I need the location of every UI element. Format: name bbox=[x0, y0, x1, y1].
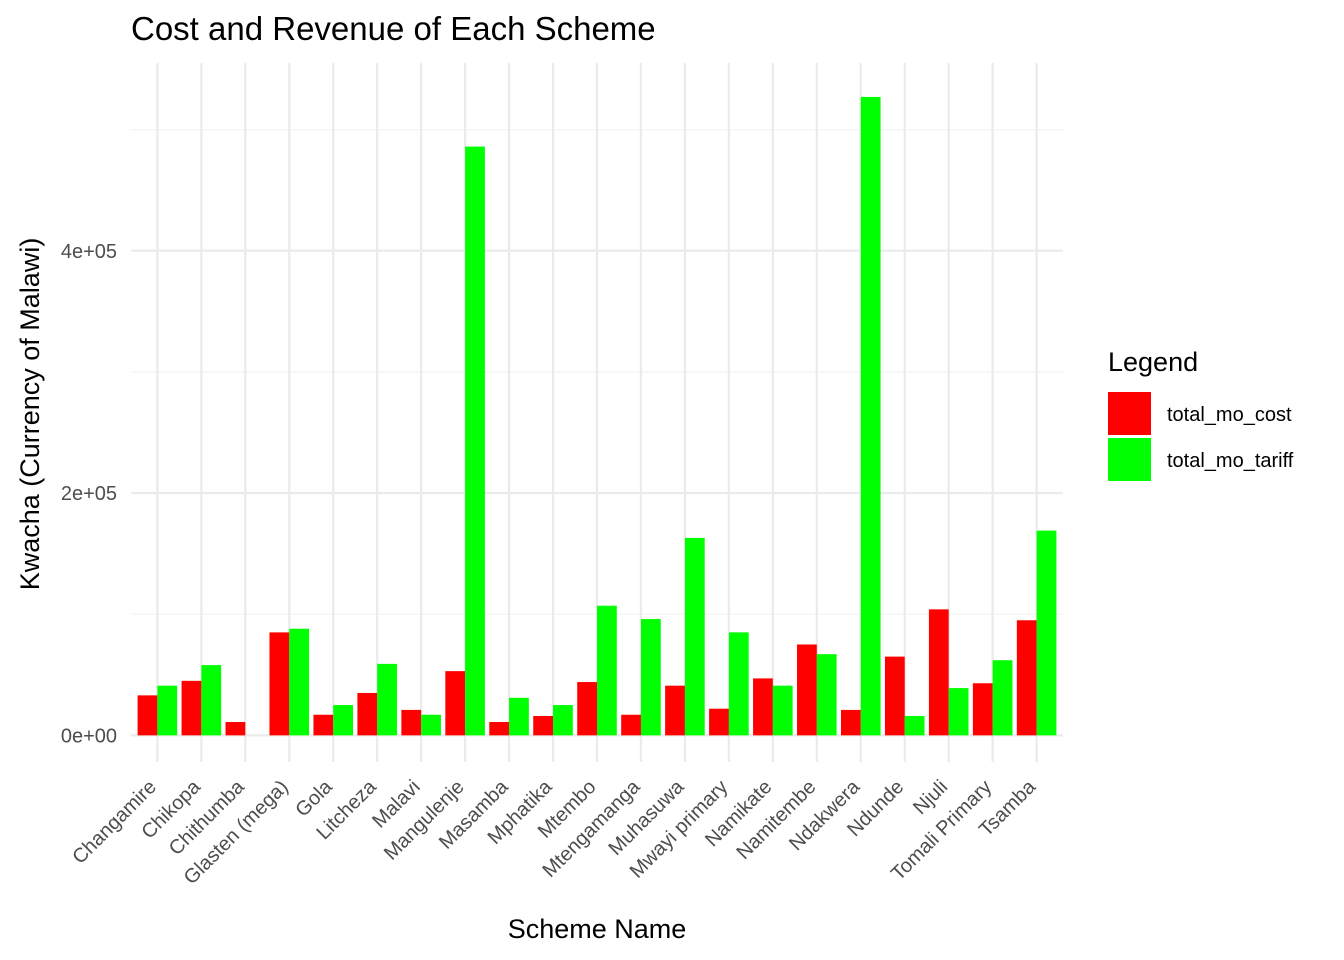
bar-total-mo-cost-muhasuwa bbox=[665, 685, 685, 736]
bar-total-mo-cost-gola bbox=[313, 714, 334, 736]
bar-total-mo-cost-tsamba bbox=[1016, 620, 1037, 736]
bar-total-mo-tariff-tomali-primary bbox=[992, 660, 1013, 736]
y-axis-ticks: 0e+00 2e+05 4e+05 bbox=[61, 241, 117, 748]
bar-total-mo-cost-masamba bbox=[489, 722, 510, 736]
bar-total-mo-cost-litcheza bbox=[357, 692, 378, 736]
bar-total-mo-cost-njuli bbox=[928, 609, 949, 736]
bars bbox=[137, 96, 1057, 736]
bar-total-mo-cost-mwayi-primary bbox=[709, 708, 729, 736]
bar-total-mo-tariff-namikate bbox=[772, 685, 793, 736]
y-tick-label: 4e+05 bbox=[61, 241, 117, 263]
bar-total-mo-cost-chikopa bbox=[181, 680, 202, 736]
bar-total-mo-cost-changamire bbox=[137, 695, 158, 736]
legend-key-total-mo-cost bbox=[1108, 392, 1151, 435]
bar-total-mo-cost-chithumba bbox=[225, 722, 246, 736]
bar-total-mo-tariff-gola bbox=[333, 705, 354, 736]
bar-total-mo-tariff-muhasuwa bbox=[684, 537, 705, 736]
bar-total-mo-tariff-tsamba bbox=[1036, 530, 1057, 736]
bar-total-mo-cost-namitembe bbox=[797, 644, 817, 736]
y-tick-label: 2e+05 bbox=[61, 483, 117, 505]
bar-total-mo-cost-mangulenje bbox=[445, 671, 466, 736]
bar-total-mo-cost-ndunde bbox=[884, 656, 905, 736]
bar-total-mo-cost-mphatika bbox=[533, 715, 554, 736]
bar-total-mo-tariff-mwayi-primary bbox=[728, 632, 749, 736]
bar-total-mo-tariff-ndakwera bbox=[860, 96, 881, 736]
bar-total-mo-cost-namikate bbox=[753, 678, 773, 736]
bar-total-mo-tariff-mtengamanga bbox=[640, 619, 661, 736]
bar-total-mo-cost-ndakwera bbox=[840, 709, 861, 736]
bar-total-mo-tariff-masamba bbox=[509, 697, 529, 736]
bar-total-mo-tariff-litcheza bbox=[377, 663, 397, 736]
legend-title: Legend bbox=[1108, 347, 1198, 377]
bar-total-mo-tariff-chikopa bbox=[201, 665, 222, 736]
bar-total-mo-tariff-ndunde bbox=[904, 715, 925, 736]
bar-total-mo-tariff-njuli bbox=[948, 688, 969, 736]
chart-title: Cost and Revenue of Each Scheme bbox=[131, 10, 656, 47]
bar-total-mo-tariff-glasten-mega bbox=[289, 628, 310, 736]
bar-total-mo-tariff-mtembo bbox=[597, 605, 617, 736]
legend: Legend total_mo_cost total_mo_tariff bbox=[1108, 347, 1294, 481]
legend-label: total_mo_tariff bbox=[1167, 450, 1294, 472]
bar-total-mo-cost-mtembo bbox=[577, 682, 597, 736]
bar-total-mo-cost-mtengamanga bbox=[621, 714, 641, 736]
bar-total-mo-tariff-malavi bbox=[421, 714, 441, 736]
x-axis-title: Scheme Name bbox=[508, 914, 687, 944]
bar-total-mo-cost-glasten-mega bbox=[269, 632, 290, 736]
y-tick-label: 0e+00 bbox=[61, 725, 117, 747]
bar-total-mo-tariff-mphatika bbox=[553, 705, 573, 736]
bar-total-mo-cost-malavi bbox=[401, 709, 422, 736]
bar-total-mo-tariff-namitembe bbox=[816, 654, 837, 736]
bar-total-mo-tariff-mangulenje bbox=[465, 146, 485, 736]
legend-key-total-mo-tariff bbox=[1108, 438, 1151, 481]
legend-label: total_mo_cost bbox=[1167, 404, 1292, 426]
bar-total-mo-tariff-changamire bbox=[157, 685, 178, 736]
y-axis-title: Kwacha (Currency of Malawi) bbox=[15, 238, 45, 591]
bar-total-mo-cost-tomali-primary bbox=[972, 683, 993, 736]
